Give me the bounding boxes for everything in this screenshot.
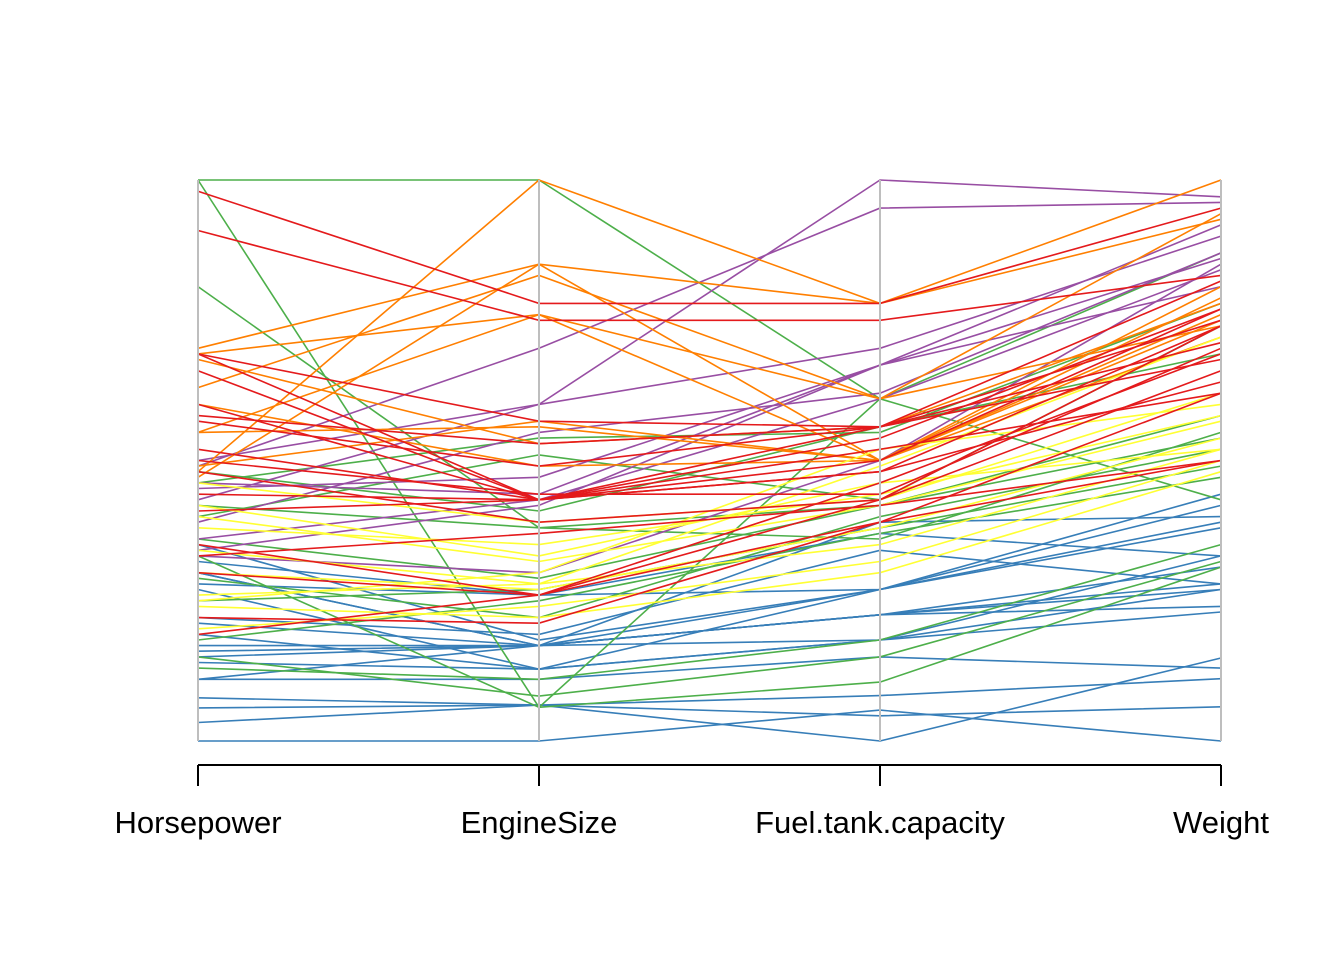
vertical-axes [197, 180, 1222, 741]
series-line-purple-41 [197, 224, 1222, 496]
series-line-red-73 [197, 369, 1222, 596]
series-line-blue-1 [197, 704, 1222, 724]
series-line-yellow-54 [197, 448, 1222, 596]
series-line-blue-16 [197, 549, 1222, 636]
series-line-purple-34 [197, 269, 1222, 540]
series-line-yellow-52 [197, 470, 1222, 619]
series-line-red-62 [197, 190, 1222, 305]
axis-label-fuel-tank-capacity: Fuel.tank.capacity [755, 805, 1005, 840]
series-line-blue-0 [198, 709, 1222, 742]
series-line-blue-12 [197, 527, 1222, 671]
series-line-blue-5 [197, 611, 1222, 681]
axis-label-horsepower: Horsepower [114, 805, 281, 840]
series-line-red-67 [197, 381, 1222, 501]
series-line-red-72 [197, 392, 1222, 596]
series-line-green-23 [197, 543, 1222, 681]
series-line-orange-43 [197, 274, 1222, 400]
series-line-red-74 [197, 459, 1222, 625]
series-line-purple-37 [197, 201, 1222, 467]
series-line-red-68 [197, 341, 1222, 445]
axis-label-weight: Weight [1173, 805, 1269, 840]
series-line-yellow-53 [197, 459, 1222, 630]
series-line-red-65 [197, 280, 1222, 428]
series-line-red-75 [197, 353, 1222, 636]
series-line-purple-40 [197, 179, 1222, 462]
series-line-yellow-60 [197, 336, 1222, 585]
series-line-blue-3 [197, 657, 1222, 742]
series-line-blue-15 [197, 493, 1222, 641]
series-line-green-21 [198, 179, 1222, 501]
series-line-blue-4 [198, 656, 1222, 681]
series-line-red-79 [197, 459, 1222, 557]
series-line-red-77 [197, 347, 1222, 496]
series-line-green-27 [197, 437, 1222, 580]
series-line-orange-51 [197, 218, 1222, 350]
series-line-blue-10 [197, 555, 1222, 671]
axis-labels: Horsepower EngineSize Fuel.tank.capacity… [114, 805, 1269, 840]
series-line-blue-11 [197, 566, 1222, 647]
series-line-yellow-56 [197, 420, 1222, 563]
series-line-purple-39 [197, 285, 1222, 490]
series-lines [197, 179, 1222, 742]
series-line-red-63 [197, 229, 1222, 322]
series-line-red-78 [197, 319, 1222, 467]
series-line-orange-45 [197, 212, 1222, 400]
series-line-orange-47 [197, 179, 1222, 473]
axis-label-enginesize: EngineSize [461, 805, 618, 840]
series-line-orange-48 [197, 297, 1222, 462]
series-line-red-69 [197, 358, 1222, 501]
series-line-green-22 [197, 560, 1222, 697]
x-axis [197, 764, 1222, 786]
series-line-blue-2 [197, 677, 1222, 706]
